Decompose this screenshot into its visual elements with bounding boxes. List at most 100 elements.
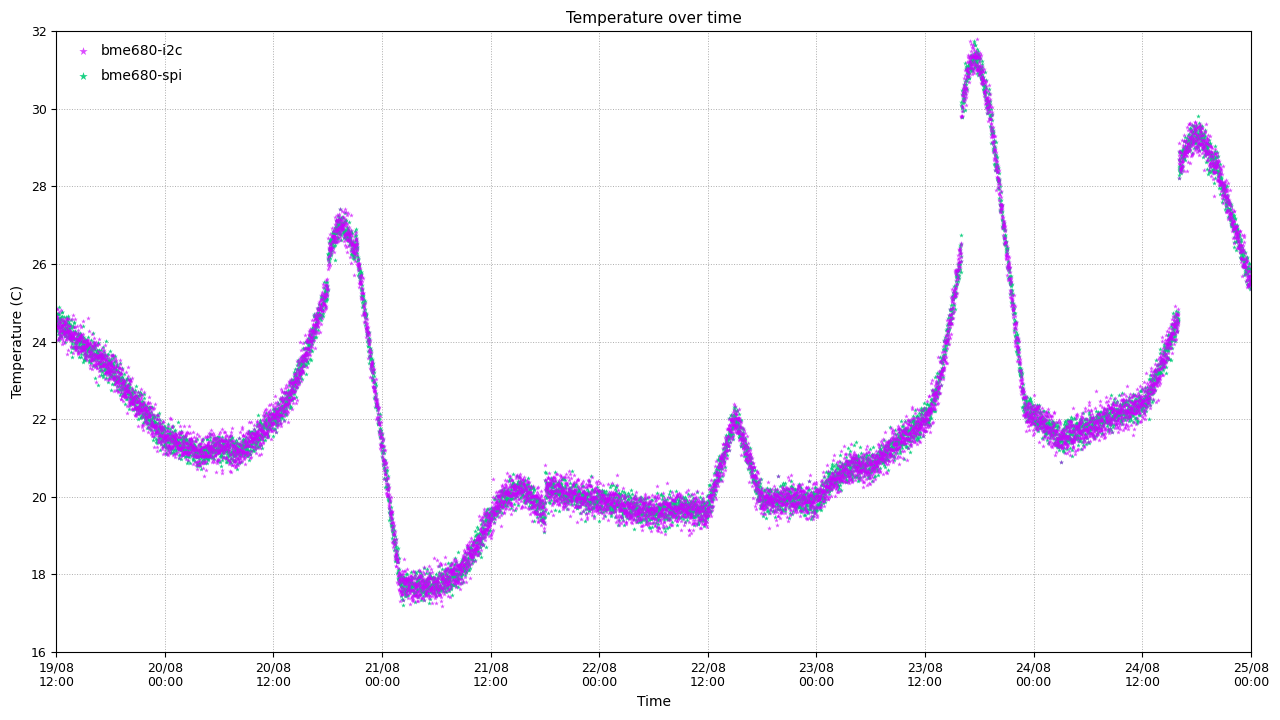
bme680-spi — [104, 366, 124, 378]
bme680-spi — [154, 440, 174, 451]
bme680-spi — [349, 264, 370, 276]
bme680-spi — [541, 489, 562, 500]
bme680-spi — [403, 580, 424, 591]
bme680-spi — [1190, 134, 1211, 145]
bme680-i2c — [626, 508, 646, 519]
bme680-spi — [282, 374, 302, 385]
bme680-spi — [201, 445, 221, 456]
bme680-spi — [893, 438, 914, 449]
bme680-spi — [407, 585, 428, 596]
bme680-spi — [1179, 135, 1199, 147]
bme680-i2c — [653, 505, 673, 516]
bme680-i2c — [800, 495, 820, 507]
bme680-spi — [460, 549, 480, 560]
bme680-i2c — [803, 495, 823, 507]
bme680-spi — [613, 507, 634, 518]
bme680-i2c — [888, 420, 909, 432]
bme680-i2c — [72, 345, 92, 356]
bme680-spi — [776, 490, 796, 501]
bme680-i2c — [876, 467, 896, 478]
bme680-spi — [1187, 132, 1207, 144]
bme680-i2c — [1106, 406, 1126, 418]
bme680-spi — [832, 458, 852, 469]
bme680-i2c — [744, 478, 764, 490]
bme680-spi — [111, 362, 132, 374]
bme680-i2c — [274, 415, 294, 426]
bme680-spi — [540, 481, 561, 492]
bme680-spi — [951, 99, 972, 111]
bme680-spi — [913, 404, 933, 415]
bme680-i2c — [1078, 423, 1098, 435]
bme680-i2c — [384, 551, 404, 562]
bme680-i2c — [471, 522, 492, 534]
bme680-i2c — [466, 539, 486, 551]
bme680-spi — [828, 485, 849, 496]
bme680-spi — [227, 441, 247, 453]
bme680-i2c — [1007, 341, 1028, 353]
bme680-i2c — [845, 457, 865, 469]
bme680-spi — [1107, 412, 1128, 423]
bme680-spi — [1219, 198, 1239, 210]
bme680-i2c — [436, 574, 457, 585]
bme680-i2c — [143, 420, 164, 431]
bme680-spi — [1138, 384, 1158, 395]
bme680-spi — [1226, 226, 1247, 238]
bme680-i2c — [159, 440, 179, 451]
bme680-spi — [1089, 413, 1110, 425]
bme680-i2c — [330, 214, 351, 225]
bme680-i2c — [773, 489, 794, 500]
bme680-i2c — [1100, 401, 1120, 413]
bme680-spi — [118, 387, 138, 399]
bme680-spi — [785, 488, 805, 500]
bme680-spi — [178, 446, 198, 458]
bme680-spi — [881, 449, 901, 460]
bme680-spi — [724, 415, 745, 426]
bme680-spi — [635, 493, 655, 505]
bme680-i2c — [224, 456, 244, 468]
bme680-i2c — [626, 516, 646, 528]
bme680-spi — [719, 429, 740, 441]
bme680-spi — [82, 342, 102, 354]
bme680-spi — [836, 459, 856, 470]
bme680-spi — [1226, 235, 1247, 246]
bme680-i2c — [1041, 424, 1061, 436]
bme680-spi — [79, 350, 100, 361]
bme680-spi — [410, 577, 430, 588]
bme680-spi — [337, 231, 357, 243]
bme680-i2c — [151, 423, 172, 434]
bme680-spi — [316, 295, 337, 307]
bme680-spi — [652, 509, 672, 521]
bme680-i2c — [790, 505, 810, 516]
bme680-i2c — [425, 582, 445, 593]
bme680-i2c — [666, 491, 686, 503]
bme680-i2c — [419, 579, 439, 590]
bme680-i2c — [221, 436, 242, 447]
bme680-i2c — [1138, 383, 1158, 395]
bme680-i2c — [288, 378, 308, 390]
bme680-spi — [251, 418, 271, 429]
bme680-spi — [297, 356, 317, 367]
bme680-spi — [832, 467, 852, 478]
bme680-spi — [623, 500, 644, 511]
bme680-i2c — [50, 325, 70, 337]
bme680-spi — [718, 438, 739, 450]
bme680-i2c — [283, 379, 303, 391]
bme680-i2c — [833, 470, 854, 482]
bme680-spi — [102, 350, 123, 361]
bme680-spi — [1174, 151, 1194, 163]
bme680-spi — [950, 242, 970, 253]
bme680-spi — [801, 493, 822, 505]
bme680-i2c — [553, 503, 573, 514]
bme680-i2c — [957, 66, 978, 77]
bme680-spi — [621, 508, 641, 520]
bme680-i2c — [489, 490, 509, 502]
bme680-i2c — [660, 518, 681, 530]
bme680-spi — [660, 500, 681, 511]
bme680-spi — [904, 418, 924, 429]
bme680-spi — [654, 495, 675, 507]
bme680-i2c — [669, 502, 690, 513]
bme680-i2c — [484, 508, 504, 519]
bme680-spi — [101, 358, 122, 369]
bme680-spi — [915, 408, 936, 420]
bme680-i2c — [1019, 397, 1039, 409]
